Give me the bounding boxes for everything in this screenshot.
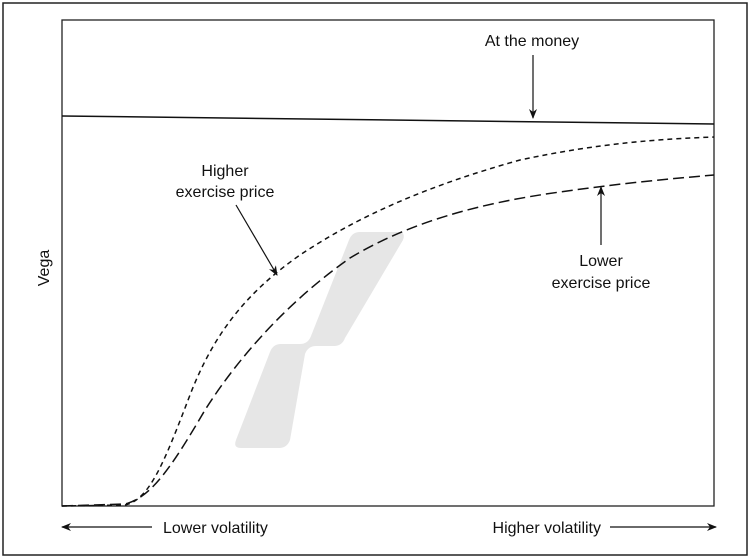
lower-exercise-label-1: Lower [579,253,623,270]
x-axis-right-label: Higher volatility [493,520,601,537]
plot-area [61,19,715,507]
watermark-logo [235,232,404,448]
higher-exercise-label-1: Higher [201,163,249,180]
higher-exercise-label-2: exercise price [176,184,275,201]
at-the-money-curve [61,115,715,125]
y-axis-label: Vega [36,250,53,287]
lower-exercise-price-curve [61,174,715,507]
higher-exercise-price-curve [61,136,715,507]
higher-exercise-arrow [235,204,278,276]
x-axis-left-label: Lower volatility [163,520,268,537]
lower-exercise-label-2: exercise price [552,275,651,292]
at-the-money-label: At the money [485,33,579,50]
